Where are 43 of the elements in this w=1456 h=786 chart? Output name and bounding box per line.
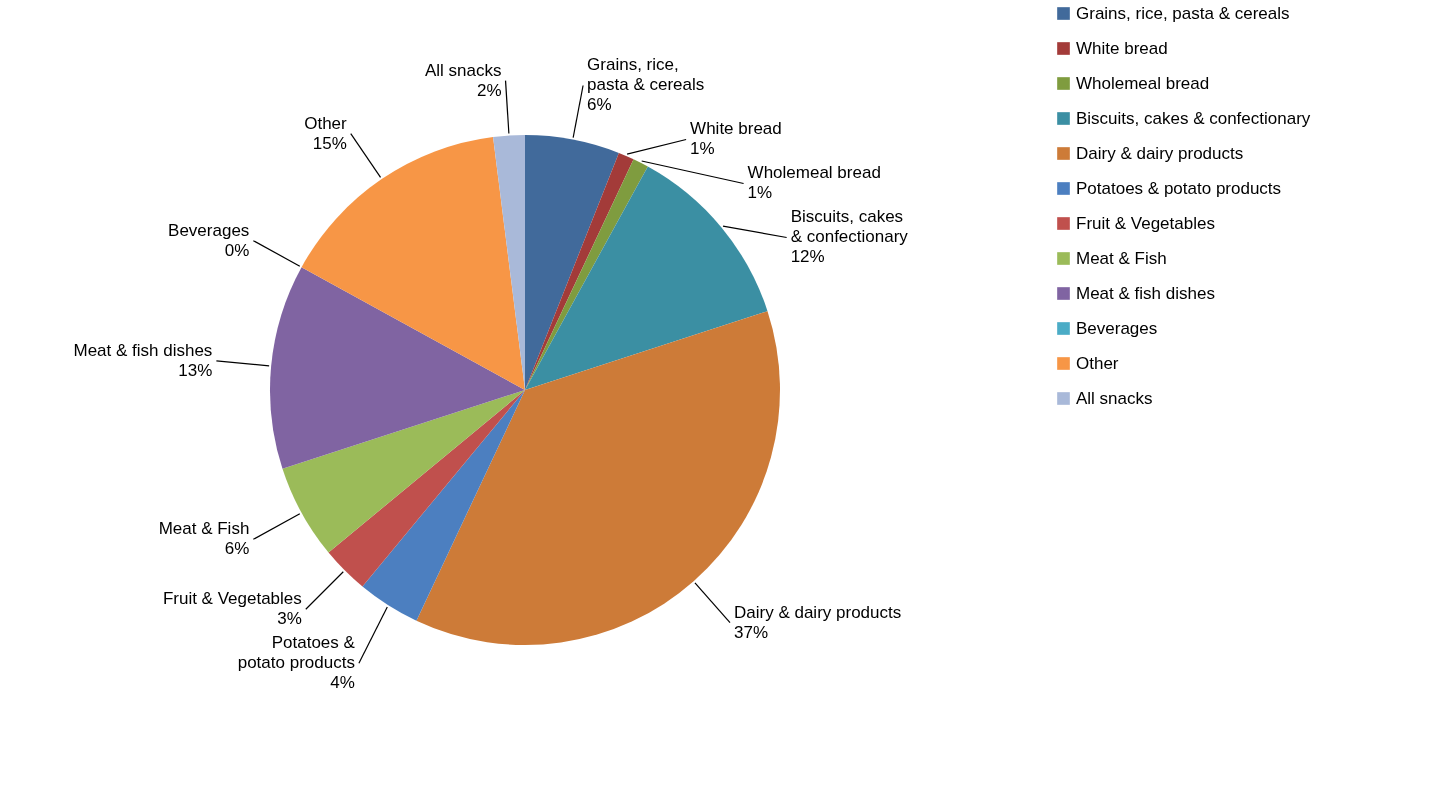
slice-label: Biscuits, cakes & confectionary bbox=[790, 207, 909, 247]
legend-label: Fruit & Vegetables bbox=[1076, 213, 1215, 233]
legend-label: Beverages bbox=[1076, 318, 1158, 338]
slice-label: Fruit & Vegetables bbox=[162, 589, 302, 609]
slice-label: Grains, rice, pasta & cereals bbox=[587, 55, 705, 95]
legend-label: Meat & Fish bbox=[1076, 248, 1167, 268]
pie-slice bbox=[362, 390, 525, 621]
slice-label: Meat & Fish bbox=[158, 519, 250, 539]
legend-label: Meat & fish dishes bbox=[1076, 283, 1215, 303]
data-label: 4% bbox=[330, 673, 355, 693]
data-label: 15% bbox=[312, 133, 347, 153]
data-label: 6% bbox=[587, 95, 612, 115]
legend-label: Potatoes & potato products bbox=[1076, 178, 1282, 198]
legend-label: White bread bbox=[1076, 38, 1168, 58]
slice-label: Other bbox=[304, 113, 348, 133]
slice-label: Wholemeal bread bbox=[747, 163, 881, 183]
pie-slice bbox=[328, 390, 525, 587]
data-label: 1% bbox=[747, 183, 773, 203]
legend-label: Wholemeal bread bbox=[1076, 73, 1210, 93]
data-label: 2% bbox=[476, 80, 502, 100]
pie-slice bbox=[301, 137, 525, 390]
slice-label: Dairy & dairy products bbox=[734, 602, 902, 622]
data-label: 3% bbox=[277, 609, 302, 629]
legend-label: Grains, rice, pasta & cereals bbox=[1076, 3, 1290, 23]
slice-label: Meat & fish dishes bbox=[73, 340, 213, 360]
slice-label: Potatoes & potato products bbox=[237, 633, 356, 673]
pie-slice bbox=[416, 311, 780, 645]
data-label: 13% bbox=[178, 360, 213, 380]
slice-label: White bread bbox=[690, 119, 782, 139]
data-label: 12% bbox=[790, 247, 825, 267]
pie-slice bbox=[270, 267, 525, 469]
slice-label: All snacks bbox=[425, 60, 502, 80]
legend-label: Other bbox=[1076, 353, 1119, 373]
data-label: 37% bbox=[734, 622, 769, 642]
data-label: 1% bbox=[690, 139, 715, 159]
data-label: 6% bbox=[224, 539, 250, 559]
legend-label: Biscuits, cakes & confectionary bbox=[1076, 108, 1311, 128]
legend-label: All snacks bbox=[1076, 388, 1153, 408]
category-label: Beverages bbox=[168, 220, 250, 240]
pie-slice bbox=[282, 390, 525, 553]
legend-label: Dairy & dairy products bbox=[1076, 143, 1244, 163]
pie-slice bbox=[525, 135, 619, 390]
text: 0% bbox=[224, 240, 250, 260]
